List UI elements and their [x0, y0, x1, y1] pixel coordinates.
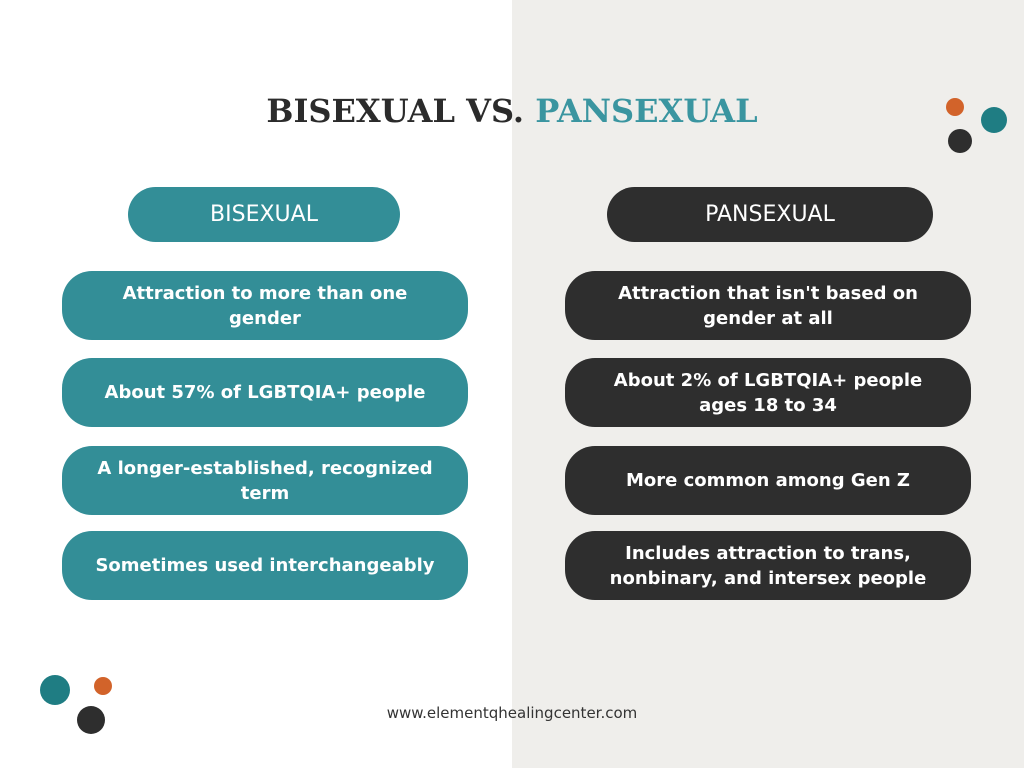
left-item: A longer-established, recognized term — [62, 446, 468, 515]
left-item: Attraction to more than one gender — [62, 271, 468, 340]
title-part1: BISEXUAL VS. — [266, 92, 525, 130]
title: BISEXUAL VS. PANSEXUAL — [0, 92, 1024, 130]
right-item: Includes attraction to trans, nonbinary,… — [565, 531, 971, 600]
right-heading: PANSEXUAL — [607, 187, 933, 242]
title-part2: PANSEXUAL — [535, 92, 758, 130]
footer: www.elementqhealingcenter.com — [386, 704, 638, 722]
right-item: Attraction that isn't based on gender at… — [565, 271, 971, 340]
left-item: Sometimes used interchangeably — [62, 531, 468, 600]
right-item: More common among Gen Z — [565, 446, 971, 515]
left-heading: BISEXUAL — [128, 187, 400, 242]
right-item: About 2% of LGBTQIA+ people ages 18 to 3… — [565, 358, 971, 427]
left-item: About 57% of LGBTQIA+ people — [62, 358, 468, 427]
